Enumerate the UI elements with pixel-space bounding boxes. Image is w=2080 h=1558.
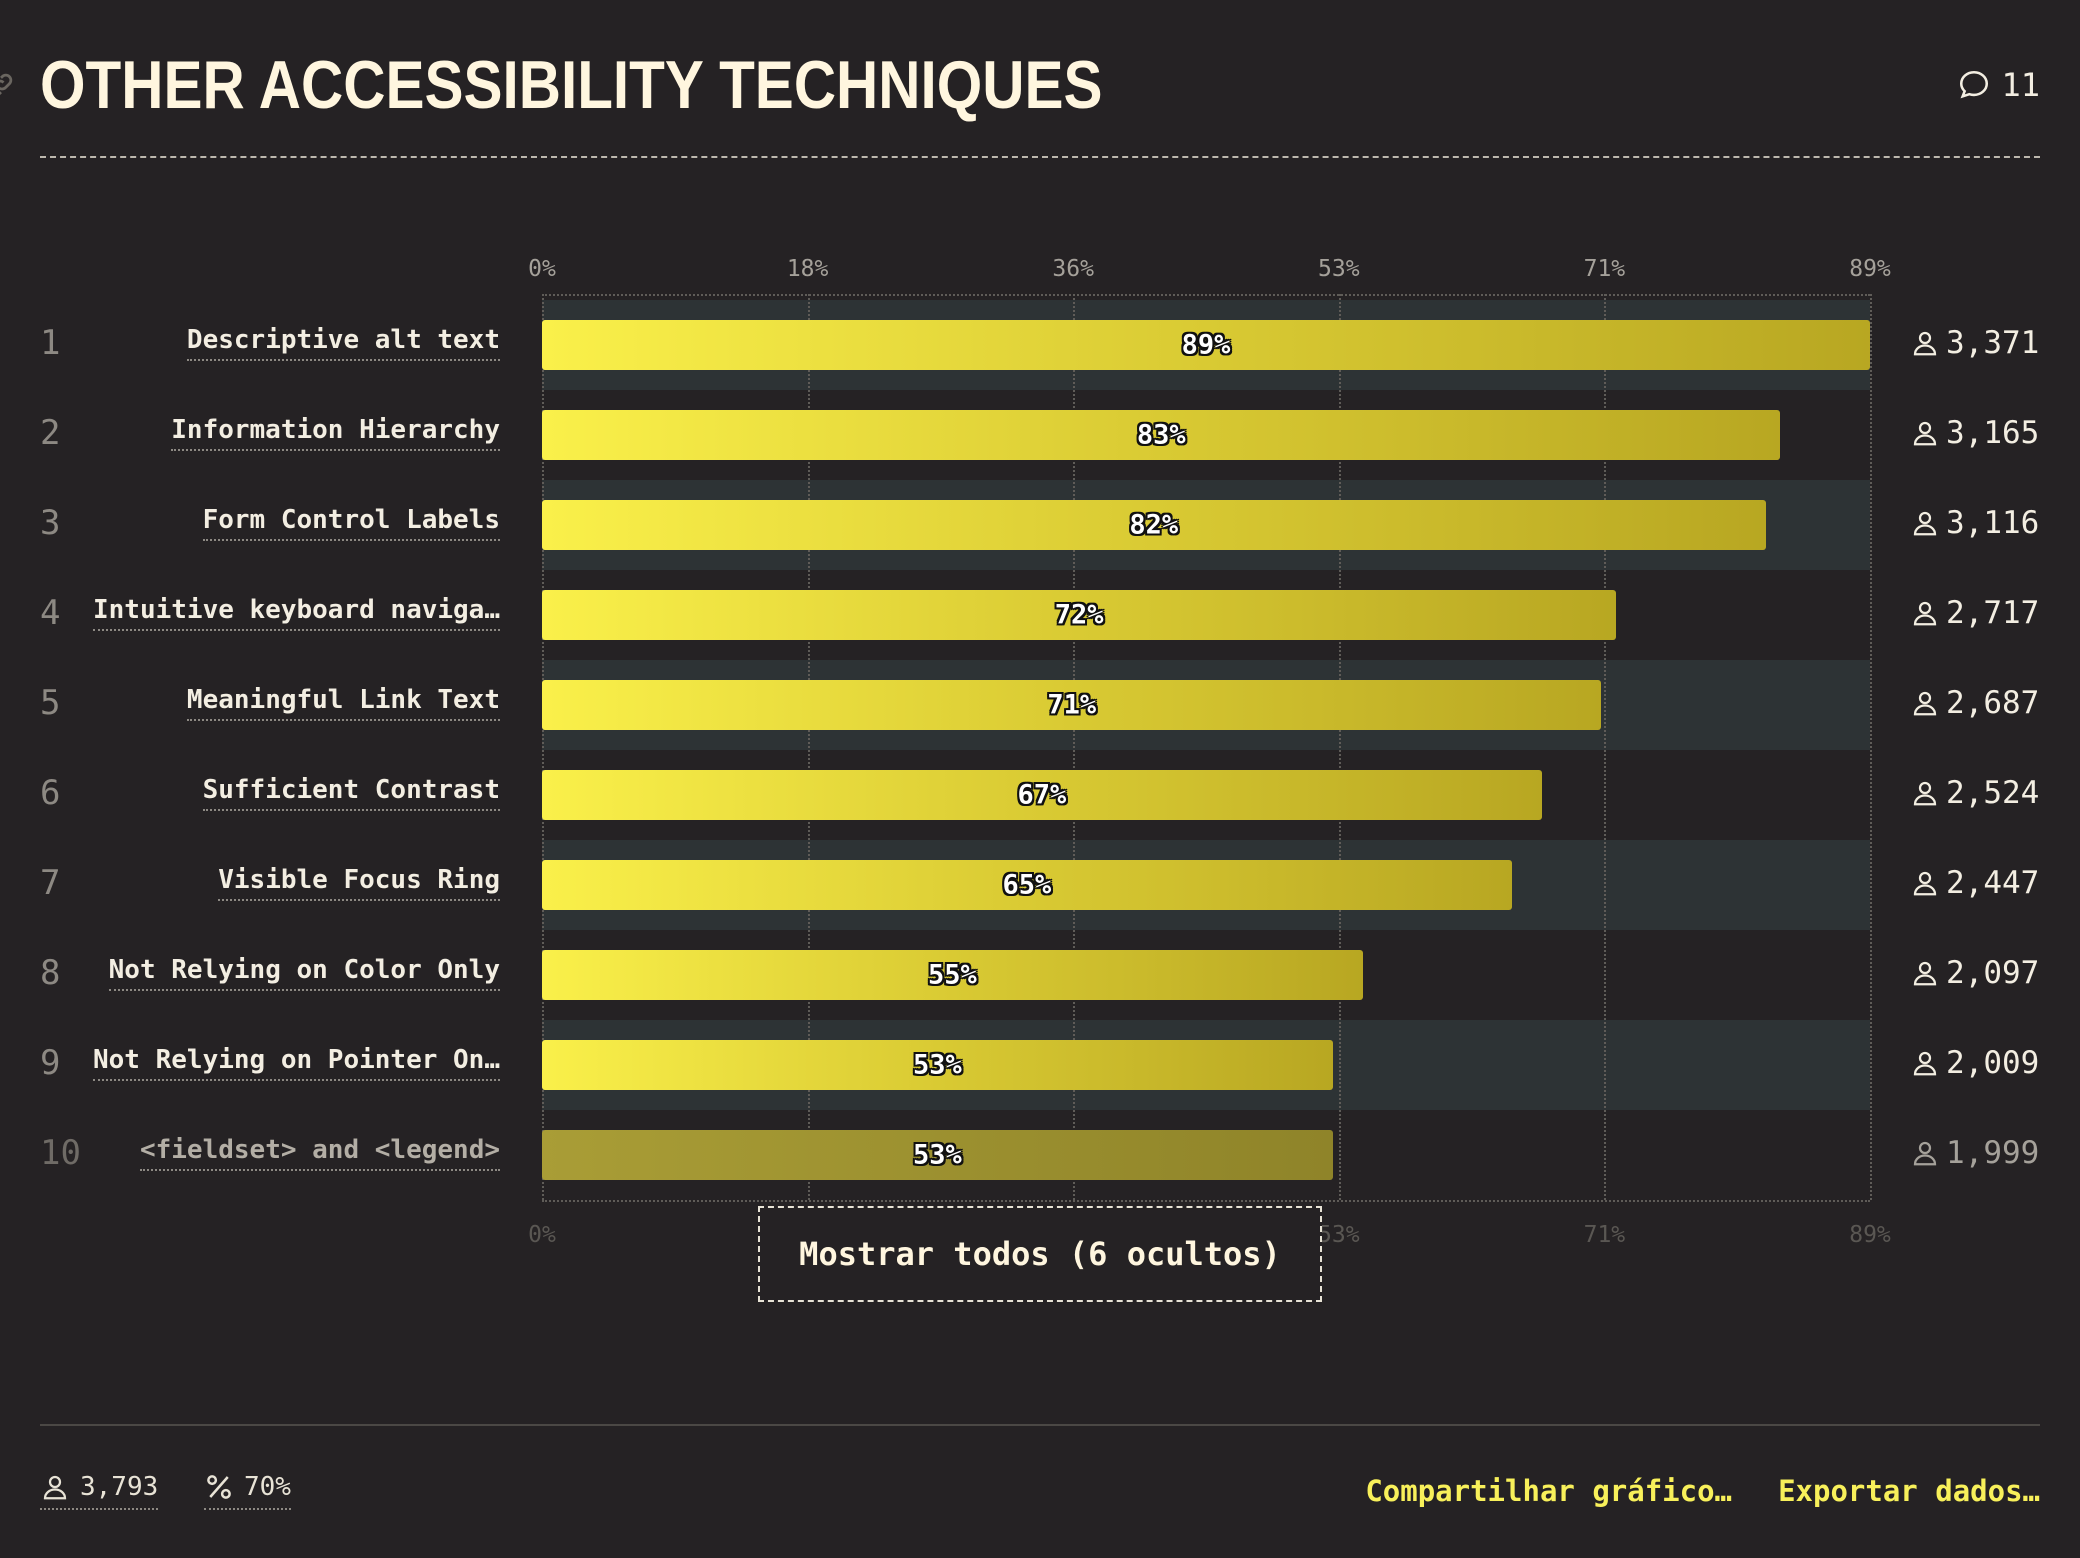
bar[interactable] — [542, 770, 1542, 820]
category-label[interactable]: Descriptive alt text — [186, 325, 500, 361]
footer-divider — [40, 1424, 2040, 1426]
person-icon — [1913, 511, 1937, 536]
bar[interactable] — [542, 500, 1766, 550]
axis-tick-top: 89% — [1849, 256, 1891, 282]
respondent-count-value: 1,999 — [1946, 1135, 2040, 1171]
respondent-count: 2,524 — [1910, 775, 2039, 811]
respondent-count-value: 2,447 — [1946, 865, 2040, 901]
bar[interactable] — [542, 590, 1617, 640]
respondent-count: 2,447 — [1910, 865, 2039, 901]
axis-tick-top: 53% — [1318, 256, 1360, 282]
rank-number: 3 — [40, 503, 61, 543]
respondent-count-value: 2,097 — [1946, 955, 2040, 991]
axis-tick-top: 71% — [1583, 256, 1626, 282]
person-icon — [43, 1475, 67, 1500]
axis-border-top — [542, 294, 1870, 296]
axis-tick-bottom: 89% — [1849, 1222, 1891, 1248]
share-chart-link[interactable]: Compartilhar gráfico… — [1365, 1474, 1732, 1508]
category-label[interactable]: Intuitive keyboard naviga… — [93, 595, 500, 631]
bar[interactable] — [542, 680, 1602, 730]
respondent-count: 2,097 — [1910, 955, 2039, 991]
category-label[interactable]: Not Relying on Color Only — [108, 955, 500, 991]
category-label[interactable]: Not Relying on Pointer On… — [93, 1045, 500, 1081]
axis-tick-top: 0% — [528, 256, 556, 282]
respondent-count: 1,999 — [1910, 1135, 2039, 1171]
respondent-count: 3,371 — [1910, 325, 2039, 361]
header-divider — [40, 156, 2040, 158]
category-label[interactable]: Sufficient Contrast — [202, 775, 500, 811]
axis-tick-bottom: 71% — [1583, 1222, 1626, 1248]
bar[interactable] — [542, 950, 1363, 1000]
export-data-link[interactable]: Exportar dados… — [1778, 1474, 2040, 1508]
respondent-count-value: 2,524 — [1946, 775, 2040, 811]
rank-number: 10 — [40, 1133, 81, 1173]
axis-border-bottom — [542, 1200, 1870, 1202]
grid-line — [1870, 294, 1872, 1200]
show-all-button[interactable]: Mostrar todos (6 ocultos) — [758, 1206, 1322, 1302]
category-label[interactable]: Form Control Labels — [202, 505, 500, 541]
chart-title: OTHER ACCESSIBILITY TECHNIQUES — [40, 47, 1103, 123]
person-icon — [1913, 331, 1937, 356]
category-label[interactable]: Meaningful Link Text — [186, 685, 500, 721]
comment-icon — [1960, 70, 1989, 99]
comment-count: 11 — [2001, 66, 2040, 104]
link-icon[interactable] — [0, 70, 16, 100]
respondents-stat[interactable]: 3,793 — [40, 1472, 159, 1510]
percent-icon — [207, 1475, 231, 1499]
axis-tick-bottom: 53% — [1318, 1222, 1360, 1248]
grid-line — [807, 294, 810, 1200]
respondent-count-value: 3,371 — [1946, 325, 2040, 361]
grid-line — [1073, 294, 1076, 1200]
rank-number: 6 — [40, 773, 61, 813]
rank-number: 8 — [40, 953, 61, 993]
grid-line — [542, 294, 544, 1200]
axis-tick-top: 18% — [786, 256, 829, 282]
percent-stat[interactable]: 70% — [204, 1472, 291, 1510]
person-icon — [1913, 781, 1937, 806]
percent-value: 70% — [244, 1472, 291, 1502]
respondent-count-value: 2,687 — [1946, 685, 2040, 721]
respondent-count: 2,717 — [1910, 595, 2039, 631]
rank-number: 2 — [40, 413, 61, 453]
rank-number: 7 — [40, 863, 61, 903]
bar[interactable] — [542, 410, 1781, 460]
grid-line — [1338, 294, 1341, 1200]
person-icon — [1913, 961, 1937, 986]
person-icon — [1913, 871, 1937, 896]
person-icon — [1913, 421, 1937, 446]
respondent-count-value: 2,009 — [1946, 1045, 2040, 1081]
rank-number: 5 — [40, 683, 61, 723]
respondent-count: 2,687 — [1910, 685, 2039, 721]
respondents-value: 3,793 — [80, 1472, 159, 1502]
respondent-count: 3,165 — [1910, 415, 2039, 451]
comments-button[interactable]: 11 — [1957, 66, 2040, 104]
respondent-count-value: 3,165 — [1946, 415, 2040, 451]
category-label[interactable]: Visible Focus Ring — [218, 865, 500, 901]
grid-line — [1604, 294, 1607, 1200]
category-label[interactable]: <fieldset> and <legend> — [139, 1135, 500, 1171]
rank-number: 9 — [40, 1043, 61, 1083]
axis-tick-bottom: 0% — [528, 1222, 556, 1248]
respondent-count: 2,009 — [1910, 1045, 2039, 1081]
category-label[interactable]: Information Hierarchy — [171, 415, 500, 451]
respondent-count-value: 3,116 — [1946, 505, 2040, 541]
bar[interactable] — [542, 320, 1870, 370]
person-icon — [1913, 1051, 1937, 1076]
bar[interactable] — [542, 860, 1512, 910]
bar[interactable] — [542, 1130, 1333, 1180]
respondent-count-value: 2,717 — [1946, 595, 2040, 631]
respondent-count: 3,116 — [1910, 505, 2039, 541]
rank-number: 4 — [40, 593, 61, 633]
person-icon — [1913, 1141, 1937, 1166]
rank-number: 1 — [40, 323, 61, 363]
axis-tick-top: 36% — [1052, 256, 1094, 282]
person-icon — [1913, 691, 1937, 716]
person-icon — [1913, 601, 1937, 626]
bar[interactable] — [542, 1040, 1333, 1090]
